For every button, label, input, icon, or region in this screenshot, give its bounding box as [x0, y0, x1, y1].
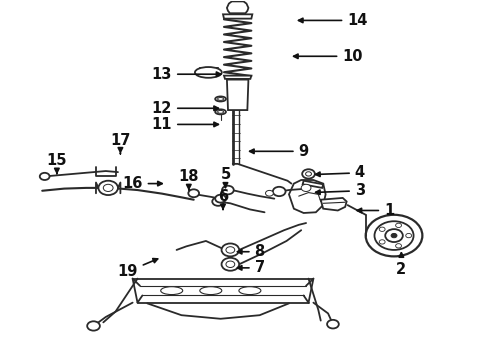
Text: 12: 12 [152, 101, 219, 116]
Circle shape [327, 320, 339, 328]
Text: 18: 18 [178, 169, 199, 190]
Text: 9: 9 [249, 144, 309, 159]
Ellipse shape [215, 109, 226, 114]
Text: 14: 14 [298, 13, 368, 28]
Circle shape [222, 186, 234, 194]
Circle shape [306, 172, 312, 176]
Text: 1: 1 [357, 203, 394, 218]
Circle shape [98, 181, 118, 195]
Polygon shape [321, 198, 346, 211]
Circle shape [366, 215, 422, 256]
Circle shape [226, 247, 235, 253]
Circle shape [215, 195, 226, 203]
Circle shape [221, 258, 239, 271]
Circle shape [391, 233, 397, 238]
Ellipse shape [215, 96, 226, 102]
Ellipse shape [218, 98, 223, 100]
Circle shape [379, 227, 385, 231]
Circle shape [395, 244, 401, 248]
Circle shape [188, 189, 199, 197]
Text: 13: 13 [152, 67, 221, 82]
Text: 8: 8 [238, 244, 265, 259]
Circle shape [40, 173, 49, 180]
Text: 5: 5 [220, 167, 231, 188]
Circle shape [103, 184, 113, 192]
Ellipse shape [218, 111, 223, 113]
Polygon shape [289, 180, 326, 213]
Circle shape [374, 221, 414, 250]
Text: 15: 15 [47, 153, 67, 174]
Text: 19: 19 [118, 258, 158, 279]
Text: 17: 17 [110, 133, 131, 154]
Circle shape [212, 197, 224, 206]
Polygon shape [223, 14, 252, 19]
Circle shape [385, 229, 403, 242]
Ellipse shape [239, 287, 261, 294]
Text: 2: 2 [396, 253, 406, 277]
Text: 6: 6 [218, 189, 228, 210]
Circle shape [379, 240, 385, 244]
Circle shape [302, 169, 315, 179]
Circle shape [406, 233, 412, 238]
Circle shape [226, 261, 235, 267]
Circle shape [266, 190, 273, 196]
Circle shape [273, 187, 286, 196]
Text: 10: 10 [294, 49, 363, 64]
Polygon shape [227, 80, 248, 110]
Ellipse shape [195, 67, 222, 78]
Circle shape [87, 321, 100, 330]
Polygon shape [224, 76, 251, 79]
Polygon shape [227, 1, 248, 13]
Circle shape [221, 243, 239, 256]
Text: 11: 11 [152, 117, 219, 132]
Ellipse shape [161, 287, 183, 294]
Ellipse shape [200, 287, 222, 294]
Text: 7: 7 [238, 260, 265, 275]
Text: 16: 16 [122, 176, 162, 191]
Circle shape [395, 223, 401, 228]
Circle shape [301, 184, 311, 192]
Text: 4: 4 [316, 165, 365, 180]
Text: 3: 3 [316, 183, 365, 198]
Polygon shape [303, 181, 323, 188]
